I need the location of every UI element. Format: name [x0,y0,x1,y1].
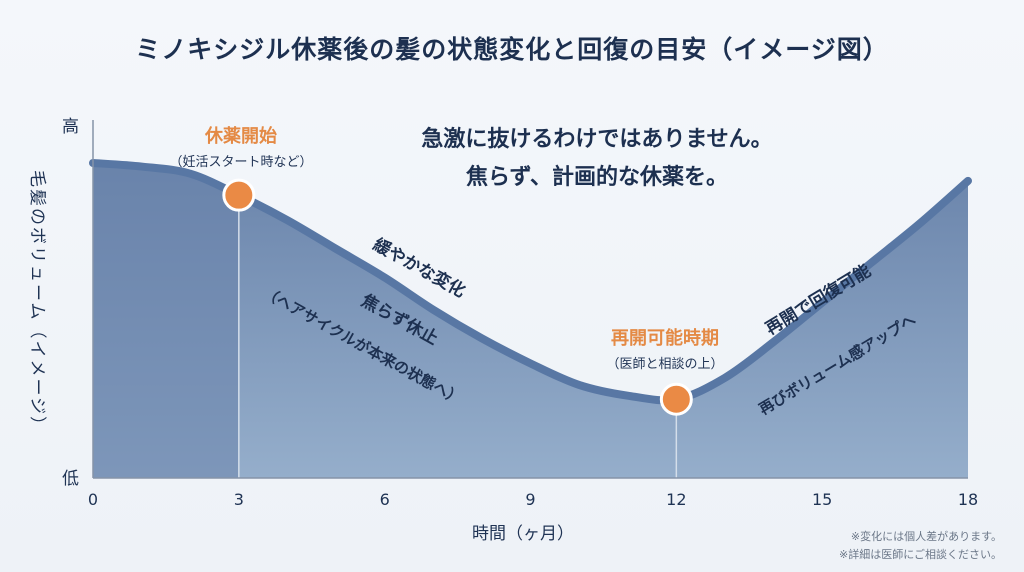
marker-sublabel-stop: （妊活スタート時など） [169,155,312,170]
marker-restart-point [659,382,693,416]
shaded-region [93,162,239,478]
disclaimer-note-2: ※詳細は医師にご相談ください。 [839,548,1002,561]
y-axis-label: 毛髪のボリューム（イメージ） [27,170,47,435]
marker-label-stop: 休薬開始 [204,125,277,147]
y-tick-low: 低 [62,469,79,489]
page-title: ミノキシジル休薬後の髪の状態変化と回復の目安（イメージ図） [135,35,889,64]
x-tick-label: 18 [958,490,978,509]
x-tick-label: 15 [812,490,832,509]
marker-sublabel-restart: （医師と相談の上） [606,356,723,372]
marker-label-restart: 再開可能時期 [611,327,719,349]
marker-stop-point [222,178,256,212]
x-tick-label: 12 [666,490,686,509]
message-line-2: 焦らず、計画的な休薬を。 [465,164,728,190]
y-tick-high: 高 [62,117,79,137]
disclaimer-note-1: ※変化には個人差があります。 [850,530,1002,543]
x-tick-label: 6 [380,490,390,509]
x-axis-label: 時間（ヶ月） [472,524,574,544]
area-fill [93,162,968,478]
x-tick-label: 9 [525,490,535,509]
x-tick-label: 3 [234,490,244,509]
x-tick-label: 0 [88,490,98,509]
message-line-1: 急激に抜けるわけではありません。 [421,126,772,152]
